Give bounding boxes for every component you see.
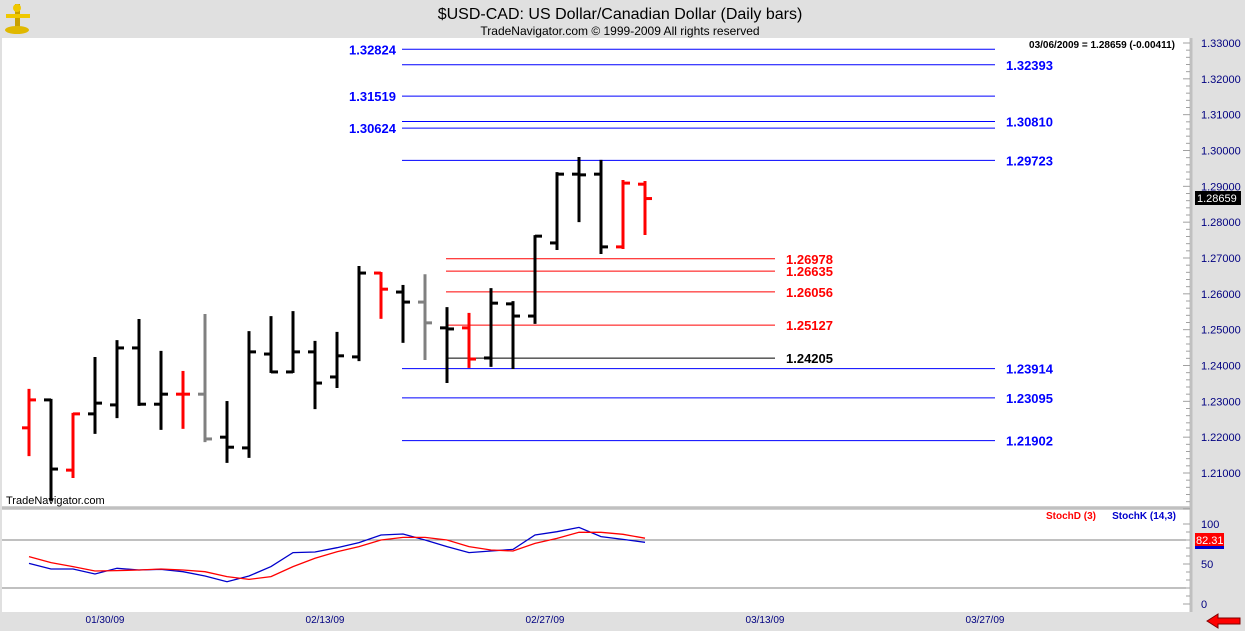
level-label: 1.26978 [786, 252, 833, 267]
y-tick-label: 1.33000 [1201, 38, 1241, 50]
y-tick-label: 1.27000 [1201, 253, 1241, 265]
chart-title: $USD-CAD: US Dollar/Canadian Dollar (Dai… [438, 6, 803, 23]
current-price-value: 1.28659 [1197, 193, 1237, 205]
ohlc-bar [154, 350, 168, 430]
scroll-left-arrow-icon[interactable] [1206, 613, 1241, 629]
level-label: 1.23914 [1006, 362, 1054, 377]
level-label: 1.31519 [349, 89, 396, 104]
ohlc-bar [462, 312, 476, 368]
level-label: 1.23095 [1006, 391, 1053, 406]
current-stoch-value: 82.31 [1196, 535, 1224, 547]
current-stoch-badge: 82.31 [1195, 533, 1224, 549]
ohlc-bar [616, 179, 630, 249]
ohlc-bar [44, 398, 58, 501]
y-tick-label: 1.24000 [1201, 360, 1241, 372]
y-tick-label: 1.32000 [1201, 74, 1241, 86]
price-plot-area [2, 38, 1190, 506]
y-tick-label: 1.30000 [1201, 145, 1241, 157]
ohlc-bar [198, 313, 212, 443]
ohlc-bar [66, 412, 80, 478]
chart-subtitle: TradeNavigator.com © 1999-2009 All right… [480, 24, 759, 38]
level-label: 1.30810 [1006, 114, 1053, 129]
ohlc-bar [88, 356, 102, 434]
ohlc-bar [374, 271, 388, 319]
ohlc-bar [550, 172, 564, 251]
y-tick-label: 1.23000 [1201, 396, 1241, 408]
ohlc-bar [418, 274, 432, 361]
ohlc-bar [440, 307, 454, 383]
ohlc-bar [638, 181, 652, 235]
x-tick-label: 01/30/09 [86, 615, 125, 626]
ohlc-bar [506, 301, 520, 370]
level-label: 1.25127 [786, 318, 833, 333]
ohlc-bar [286, 311, 300, 374]
stoch-series-line [28, 531, 646, 581]
last-quote: 03/06/2009 = 1.28659 (-0.00411) [1029, 40, 1175, 51]
stoch-tick-label: 100 [1201, 519, 1219, 531]
x-tick-label: 02/13/09 [306, 615, 345, 626]
legend-stochk: StochK (14,3) [1112, 511, 1176, 522]
ohlc-bar [220, 401, 234, 463]
ohlc-bar [242, 331, 256, 458]
level-label: 1.26635 [786, 264, 833, 279]
ohlc-bar [132, 318, 146, 406]
ohlc-bar [176, 370, 190, 429]
stoch-plot-area [2, 510, 1190, 612]
x-tick-label: 02/27/09 [526, 615, 565, 626]
y-tick-label: 1.29000 [1201, 181, 1241, 193]
ohlc-bar [484, 288, 498, 367]
y-tick-label: 1.25000 [1201, 325, 1241, 337]
trade-navigator-logo [5, 4, 30, 34]
y-tick-label: 1.21000 [1201, 468, 1241, 480]
ohlc-bar [330, 331, 344, 388]
ohlc-bar [594, 159, 608, 254]
ohlc-bar [572, 157, 586, 223]
level-label: 1.29723 [1006, 153, 1053, 168]
ohlc-bar [22, 388, 36, 457]
level-label: 1.26056 [786, 285, 833, 300]
ohlc-bar [396, 284, 410, 343]
stoch-tick-label: 0 [1201, 599, 1207, 611]
legend-stochd: StochD (3) [1046, 511, 1096, 522]
level-label: 1.24205 [786, 351, 833, 366]
x-tick-label: 03/13/09 [746, 615, 785, 626]
y-tick-label: 1.22000 [1201, 432, 1241, 444]
level-label: 1.32393 [1006, 58, 1053, 73]
x-tick-label: 03/27/09 [966, 615, 1005, 626]
ohlc-bar [264, 316, 278, 374]
stoch-tick-label: 50 [1201, 559, 1213, 571]
ohlc-bar [110, 340, 124, 419]
y-tick-label: 1.31000 [1201, 110, 1241, 122]
level-label: 1.21902 [1006, 434, 1053, 449]
ohlc-bar [528, 234, 542, 324]
current-price-badge: 1.28659 [1195, 191, 1241, 205]
watermark: TradeNavigator.com [6, 495, 105, 507]
y-tick-label: 1.28000 [1201, 217, 1241, 229]
stoch-series-line [28, 526, 646, 583]
y-tick-label: 1.26000 [1201, 289, 1241, 301]
level-label: 1.30624 [349, 121, 397, 136]
ohlc-bar [308, 340, 322, 410]
level-label: 1.32824 [349, 42, 397, 57]
ohlc-bar [352, 265, 366, 362]
